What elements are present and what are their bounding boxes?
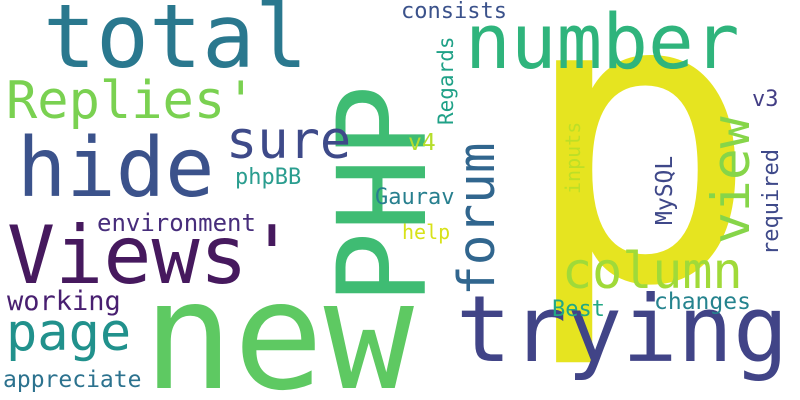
word-views: Views'	[7, 209, 296, 302]
word-page: page	[6, 303, 132, 363]
word-forum: forum	[448, 142, 507, 296]
word-phpbb: phpBB	[235, 165, 302, 190]
word-required: required	[759, 149, 784, 255]
word-number: number	[465, 0, 740, 86]
word-working: working	[7, 286, 121, 317]
word-p: p	[519, 0, 760, 374]
word-help: help	[402, 220, 451, 244]
word-new: new	[143, 250, 414, 400]
word-v4: v4	[408, 130, 436, 156]
word-mysql: MySQL	[652, 155, 678, 225]
word-replies: Replies'	[6, 71, 257, 131]
word-inputs: inputs	[561, 121, 585, 194]
word-changes: changes	[654, 289, 751, 315]
word-column: column	[562, 242, 743, 300]
word-trying: trying	[456, 276, 789, 383]
word-v3: v3	[752, 87, 779, 112]
word-environment: environment	[97, 209, 256, 237]
word-gaurav: Gaurav	[375, 185, 455, 210]
word-sure: sure	[226, 111, 352, 171]
word-consists: consists	[401, 0, 507, 24]
word-best: Best	[552, 297, 605, 322]
word-total: total	[43, 0, 308, 88]
word-appreciate: appreciate	[3, 367, 142, 393]
word-regards: Regards	[434, 36, 458, 125]
word-hide: hide	[17, 121, 215, 216]
word-view: view	[701, 116, 762, 244]
